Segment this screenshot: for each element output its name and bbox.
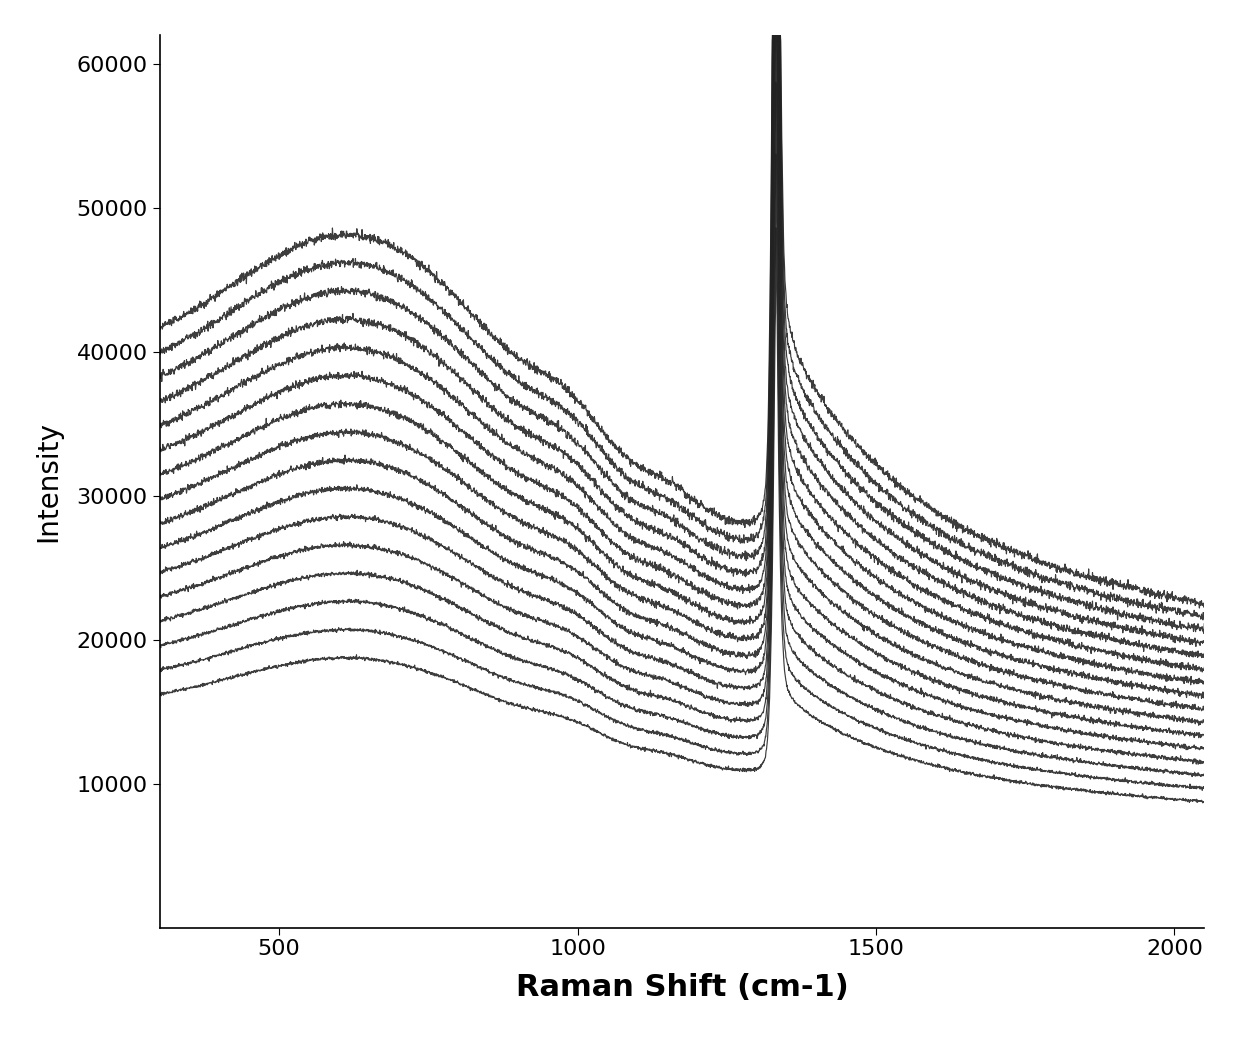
- X-axis label: Raman Shift (cm-1): Raman Shift (cm-1): [516, 974, 848, 1003]
- Y-axis label: Intensity: Intensity: [35, 421, 63, 541]
